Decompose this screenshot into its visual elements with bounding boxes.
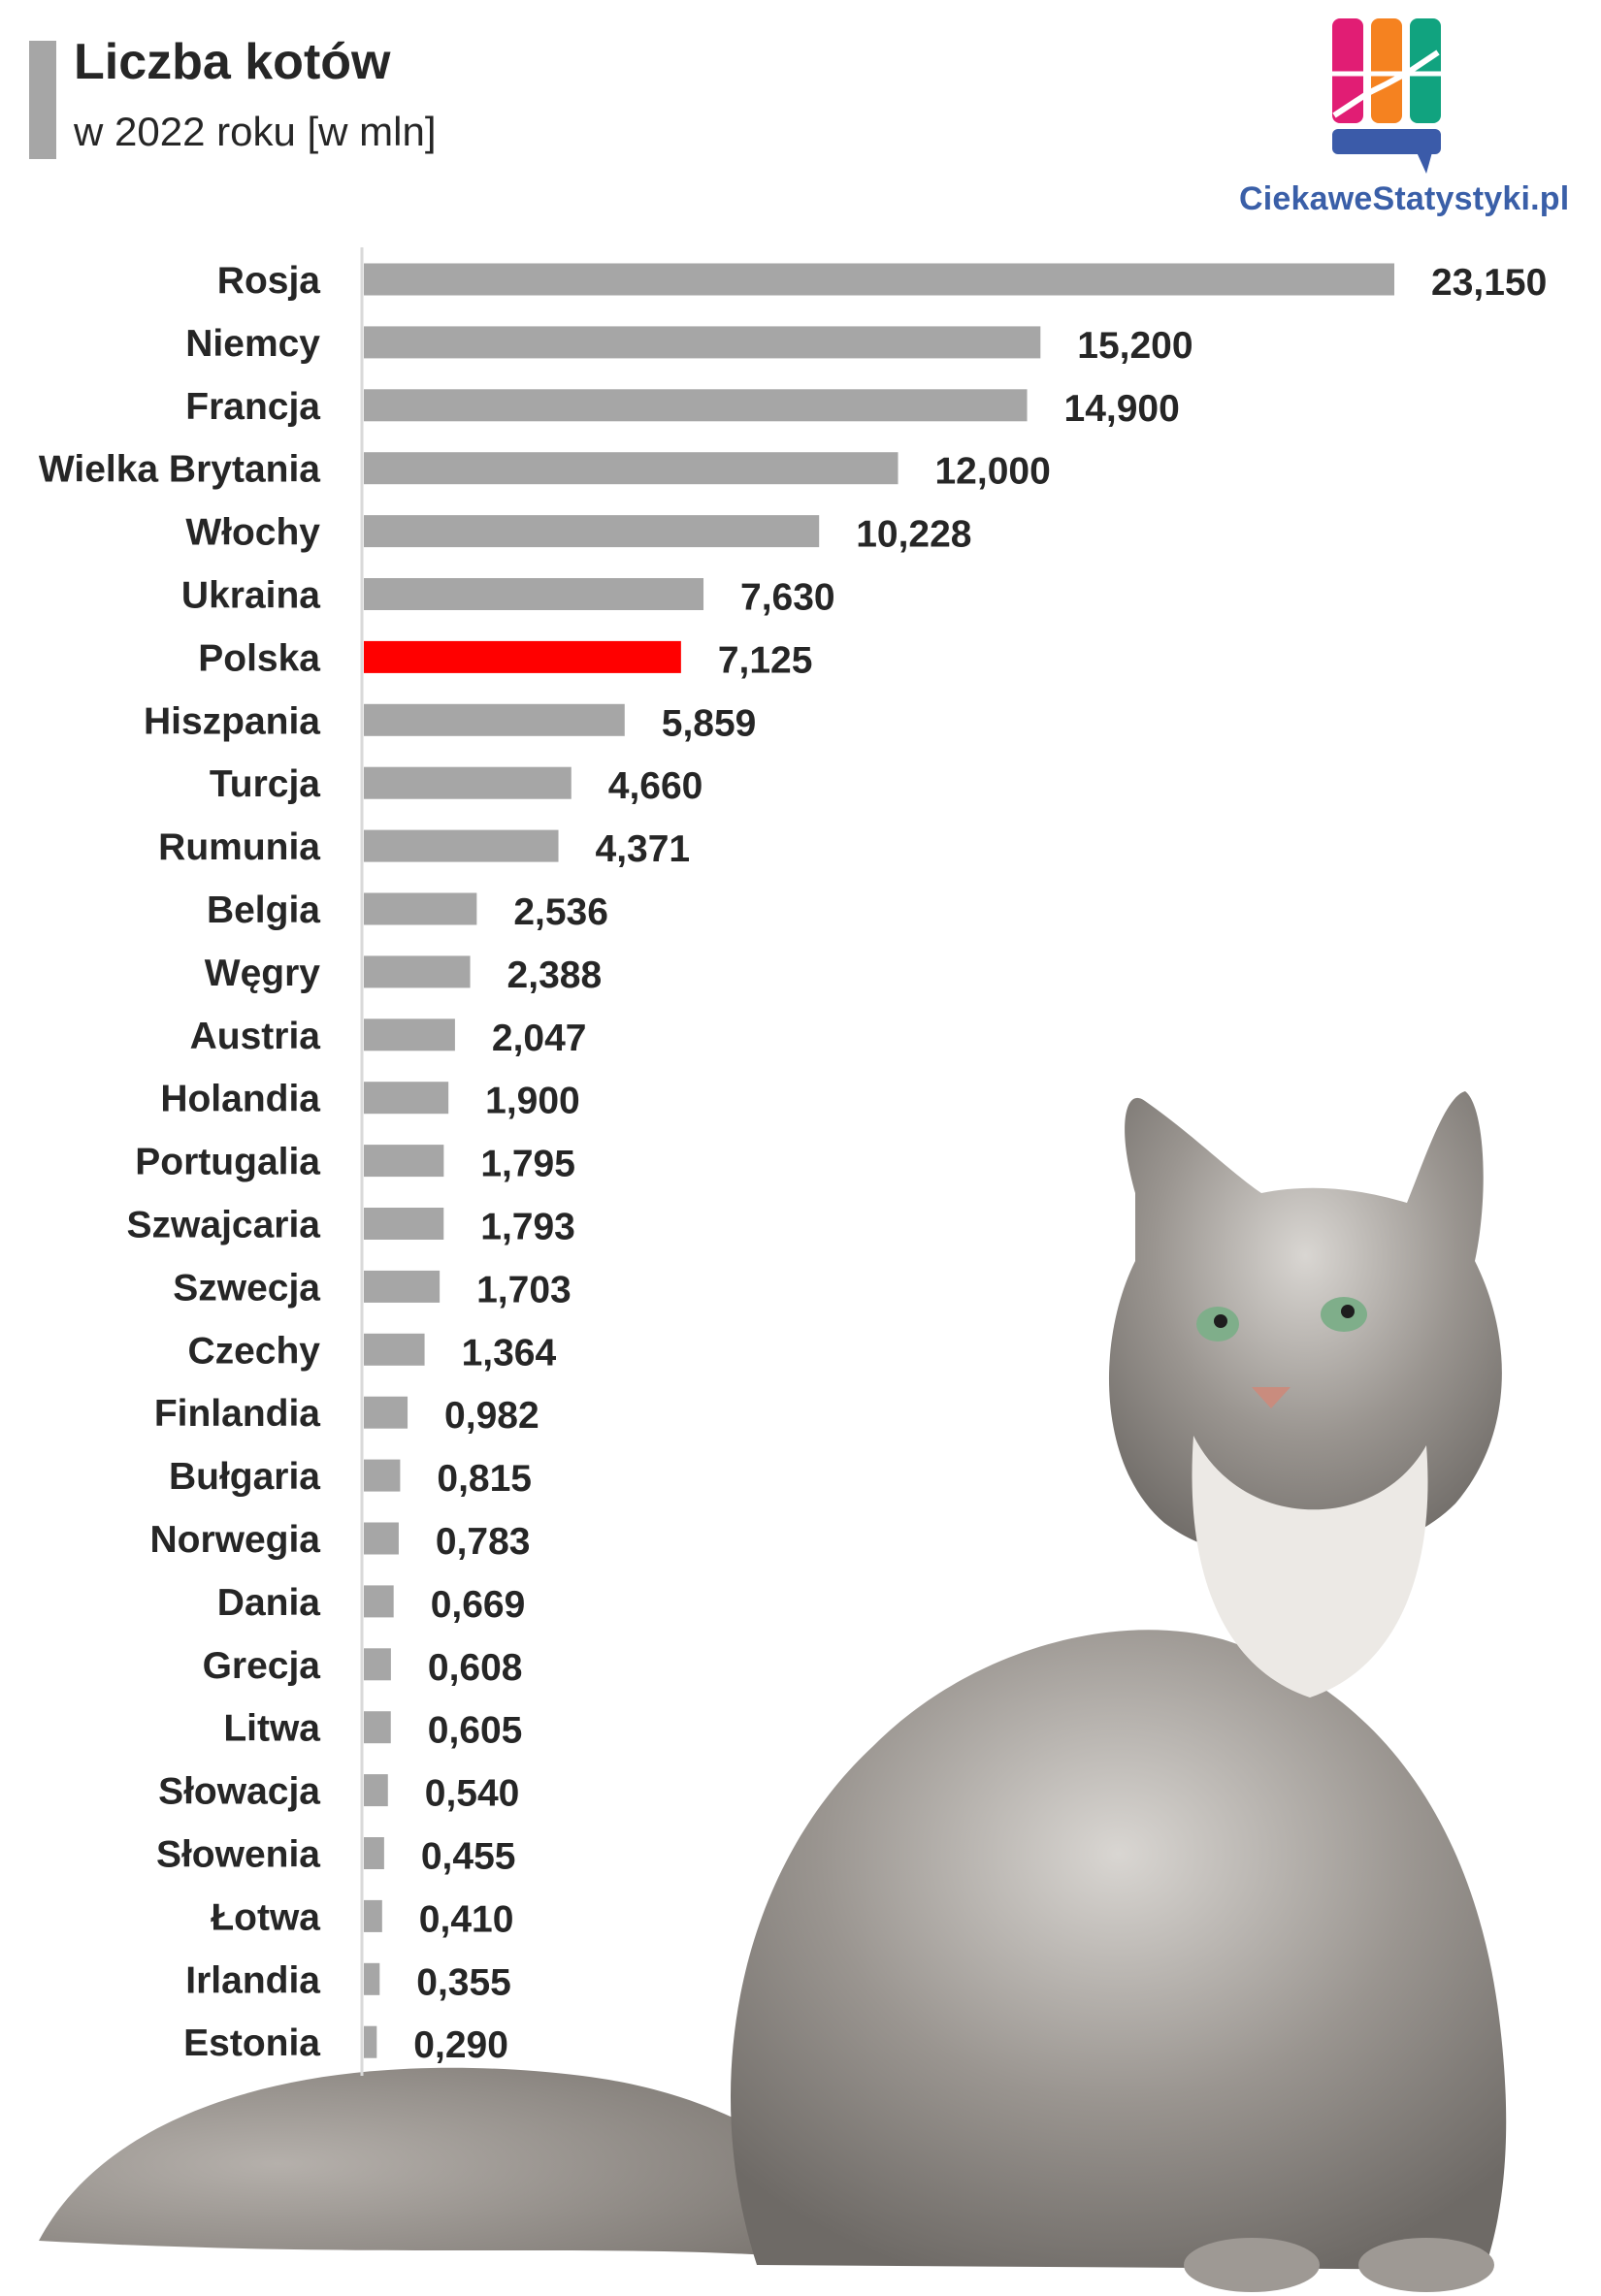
category-label: Łotwa [211,1896,320,1938]
chart-title: Liczba kotów [74,34,391,90]
data-label: 1,795 [480,1144,575,1185]
category-label: Włochy [185,512,320,554]
category-label: Węgry [205,953,321,994]
data-label: 5,859 [662,702,757,744]
bar [364,1962,380,1995]
category-label: Rumunia [158,826,320,868]
data-label: 12,000 [934,451,1050,493]
category-label: Niemcy [185,323,320,365]
bar [364,1522,399,1555]
bar [364,766,572,799]
data-label: 2,536 [513,891,608,933]
data-label: 0,605 [428,1710,523,1752]
bar [364,1837,384,1869]
category-label: Wielka Brytania [39,449,320,491]
category-label: Irlandia [185,1959,320,2001]
data-label: 2,047 [492,1018,587,1059]
bar [364,829,559,862]
bar [364,1648,391,1681]
data-label: 0,608 [428,1647,523,1689]
data-label: 0,290 [413,2024,508,2066]
data-label: 2,388 [507,954,603,996]
category-label: Francja [185,386,320,428]
data-label: 1,793 [480,1207,575,1248]
bar [364,452,899,485]
bar [364,1774,388,1807]
category-label: Dania [217,1582,321,1624]
bar [364,955,471,988]
bar [364,1082,449,1115]
category-label: Portugalia [135,1142,320,1183]
data-label: 7,125 [718,639,813,681]
brand-name: CiekaweStatystyki.pl [1239,180,1570,217]
bar [364,1899,382,1932]
category-label: Ukraina [181,575,320,617]
category-label: Rosja [217,260,321,302]
data-label: 7,630 [740,577,835,619]
data-label: 1,900 [485,1081,580,1122]
category-label: Słowenia [156,1834,320,1876]
data-label: 0,455 [421,1836,516,1878]
data-label: 1,703 [476,1269,572,1310]
bar [364,1396,408,1429]
data-label: 0,540 [425,1773,520,1815]
category-label: Belgia [207,889,320,931]
data-label: 4,660 [608,765,703,807]
bar [364,1711,391,1744]
data-label: 0,669 [431,1584,526,1626]
bar [364,1585,394,1618]
bar [364,703,625,736]
category-label: Turcja [210,763,320,805]
category-label: Czechy [187,1330,320,1372]
data-label: 23,150 [1431,262,1547,304]
bar [364,389,1028,422]
bar [364,2025,377,2058]
bar [364,640,681,673]
category-label: Szwecja [173,1267,320,1309]
category-label: Hiszpania [144,700,320,742]
data-label: 0,355 [416,1961,511,2003]
bar [364,515,820,548]
brand-logo-icon [1332,18,1441,174]
category-label: Grecja [203,1645,321,1687]
chart-subtitle: w 2022 roku [w mln] [74,109,437,154]
bar [364,1019,455,1051]
bar [364,326,1041,359]
category-label: Bułgaria [169,1456,320,1498]
category-label: Litwa [223,1708,320,1750]
bar [364,1208,444,1240]
data-label: 14,900 [1064,388,1180,430]
bar [364,1459,401,1492]
bar [364,892,477,925]
data-label: 0,982 [444,1395,539,1437]
data-label: 0,783 [436,1521,531,1563]
data-label: 15,200 [1077,325,1193,367]
bar [364,1270,441,1303]
data-label: 4,371 [596,828,691,870]
bar [364,1333,425,1366]
category-label: Słowacja [158,1771,320,1813]
data-label: 0,815 [437,1458,532,1500]
category-label: Norwegia [149,1519,320,1561]
category-label: Finlandia [154,1393,320,1435]
data-label: 10,228 [856,514,971,556]
category-label: Polska [198,637,320,679]
category-label: Szwajcaria [127,1205,321,1246]
bar [364,1145,444,1178]
bar [364,578,704,610]
data-label: 1,364 [462,1332,557,1374]
data-label: 0,410 [419,1898,514,1940]
category-label: Austria [190,1016,321,1057]
title-accent-bar [29,41,56,159]
bar [364,263,1394,296]
category-label: Estonia [183,2022,320,2064]
category-label: Holandia [160,1079,320,1120]
